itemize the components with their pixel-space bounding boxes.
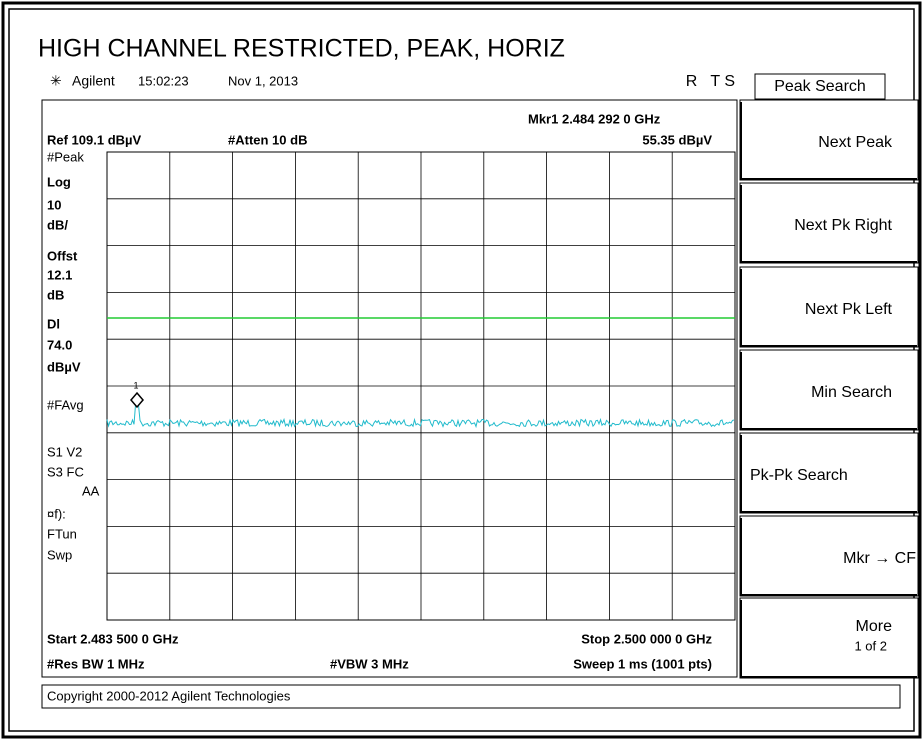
softkey-label: More	[856, 618, 893, 635]
date: Nov 1, 2013	[228, 73, 298, 88]
menu-title-box	[754, 73, 886, 100]
left-label: FTun	[47, 526, 77, 541]
ref-level: Ref 109.1 dBµV	[47, 132, 142, 147]
softkey[interactable]	[739, 432, 919, 514]
sweep: Sweep 1 ms (1001 pts)	[573, 656, 712, 671]
left-label: ¤f):	[47, 506, 66, 521]
softkey-label: Min Search	[811, 384, 892, 401]
left-label: S1 V2	[47, 444, 82, 459]
left-label: Log	[47, 174, 71, 189]
left-label: Offst	[47, 248, 78, 263]
title: HIGH CHANNEL RESTRICTED, PEAK, HORIZ	[38, 35, 565, 63]
graticule	[106, 151, 736, 621]
left-label: #FAvg	[47, 397, 84, 412]
trace	[106, 404, 735, 429]
softkey-bevel	[740, 352, 917, 430]
softkey-label: Pk-Pk Search	[750, 467, 848, 484]
attenuation: #Atten 10 dB	[228, 132, 307, 147]
vbw: #VBW 3 MHz	[330, 656, 409, 671]
left-label: dB	[47, 287, 64, 302]
left-label: AA	[82, 483, 100, 498]
flags: R T S	[686, 73, 735, 90]
softkey-label: Mkr → CF	[843, 550, 916, 567]
left-label: Dl	[47, 316, 60, 331]
softkey[interactable]	[739, 266, 919, 348]
softkey-bevel	[740, 600, 917, 678]
softkey-bevel	[740, 185, 917, 263]
softkey-label: Next Pk Right	[794, 217, 892, 234]
stop-freq: Stop 2.500 000 0 GHz	[581, 631, 712, 646]
left-label: dB/	[47, 217, 68, 232]
time: 15:02:23	[138, 73, 189, 88]
softkey-bevel	[740, 102, 917, 180]
left-label: 10	[47, 197, 61, 212]
copyright: Copyright 2000-2012 Agilent Technologies	[47, 688, 291, 703]
softkey-label: Next Peak	[818, 134, 893, 151]
left-labels: #Peak Log 10 dB/Offst 12.1 dB Dl 74.0 dBµV #FAvg S…	[47, 149, 100, 562]
status-bar	[41, 684, 901, 709]
softkey-bevel	[740, 269, 917, 347]
softkey-bevel	[740, 518, 917, 596]
marker-readout: Mkr1 2.484 292 0 GHz	[528, 111, 661, 126]
left-label: 12.1	[47, 267, 72, 282]
menu-title: Peak Search	[774, 78, 866, 95]
marker-diamond	[130, 391, 144, 409]
display-frame	[41, 99, 738, 678]
brand: Agilent	[72, 73, 115, 89]
softkey-label: Next Pk Left	[805, 301, 893, 318]
rbw: #Res BW 1 MHz	[47, 656, 145, 671]
marker-amplitude: 55.35 dBµV	[642, 132, 712, 147]
left-label: dBµV	[47, 359, 81, 374]
softkey-bevel	[740, 435, 917, 513]
left-label: S3 FC	[47, 464, 84, 479]
left-label: #Peak	[47, 149, 84, 164]
left-label: 74.0	[47, 337, 72, 352]
softkeys: Next Peak Next Pk Right Next Pk Left Min Se…	[739, 99, 919, 679]
softkey[interactable]	[739, 597, 919, 679]
marker-number: 1	[133, 380, 138, 390]
left-label: Swp	[47, 547, 72, 562]
softkey-sub: 1 of 2	[854, 638, 887, 653]
softkey[interactable]	[739, 349, 919, 431]
start-freq: Start 2.483 500 0 GHz	[47, 631, 179, 646]
icon: ✳	[50, 73, 62, 89]
